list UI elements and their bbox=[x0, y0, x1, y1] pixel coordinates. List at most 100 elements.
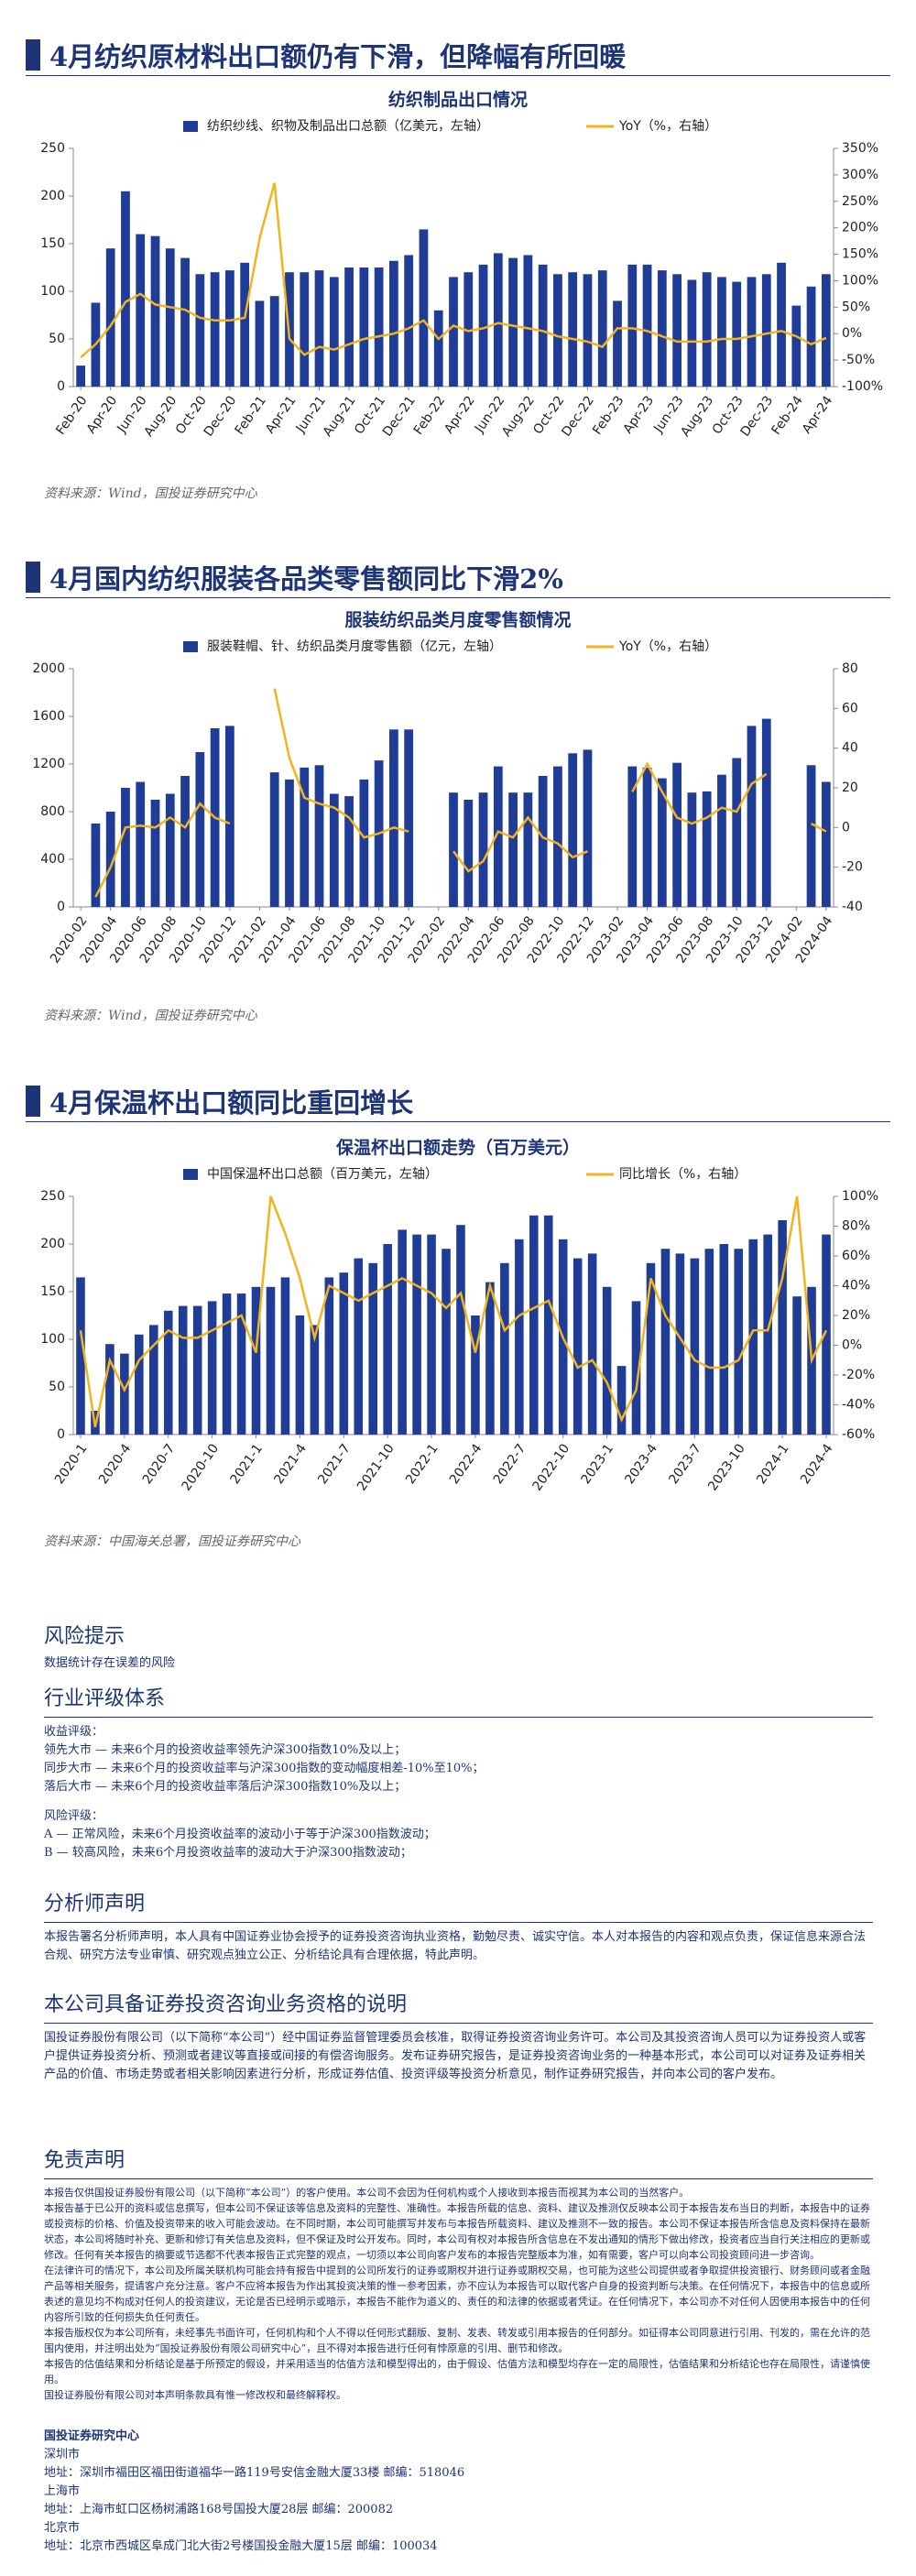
bar bbox=[732, 758, 742, 907]
bar bbox=[225, 270, 234, 387]
line bbox=[273, 688, 409, 839]
bar bbox=[295, 1315, 305, 1435]
bar bbox=[449, 792, 458, 907]
y2-tick-label: 80% bbox=[842, 1219, 870, 1234]
y2-tick-label: 300% bbox=[842, 168, 878, 182]
rating-item: B — 较高风险，未来6个月投资收益率的波动大于沪深300指数波动； bbox=[44, 1846, 412, 1860]
bar bbox=[657, 270, 667, 387]
bar bbox=[178, 1305, 188, 1435]
footer: 国投证券研究中心 深圳市 地址：深圳市福田区福田街道福华一路119号安信金融大厦… bbox=[44, 2428, 873, 2556]
y2-tick-label: 80 bbox=[842, 661, 858, 676]
legend-label: YoY（%，右轴） bbox=[618, 119, 717, 134]
y2-tick-label: 0% bbox=[842, 1338, 862, 1353]
heading-text: 4月保温杯出口额同比重回增长 bbox=[49, 1087, 414, 1119]
bar bbox=[478, 792, 488, 907]
rating-item: 落后大市 — 未来6个月的投资收益率落后沪深300指数10%及以上； bbox=[44, 1780, 407, 1794]
x-tick-label: Apr-24 bbox=[800, 393, 836, 436]
risk-text: 数据统计存在误差的风险 bbox=[44, 1656, 176, 1670]
bar bbox=[568, 753, 578, 907]
bar bbox=[163, 1310, 173, 1435]
y2-tick-label: -20 bbox=[842, 860, 863, 875]
y-tick-label: 800 bbox=[40, 804, 65, 819]
bar bbox=[791, 305, 802, 387]
y2-tick-label: 150% bbox=[842, 247, 878, 262]
bar bbox=[285, 779, 294, 907]
y2-tick-label: 40 bbox=[842, 741, 858, 756]
bar bbox=[597, 270, 607, 387]
x-tick-label: 2020-4 bbox=[96, 1441, 135, 1487]
source: 资料来源：Wind，国投证券研究中心 bbox=[44, 1009, 257, 1023]
rating-subtitle: 收益评级： bbox=[44, 1725, 104, 1739]
x-tick-label: 2021-10 bbox=[354, 1441, 398, 1493]
risk-block: 风险提示 数据统计存在误差的风险 bbox=[44, 1620, 873, 1673]
line bbox=[453, 815, 588, 873]
x-tick-label: Feb-22 bbox=[411, 393, 448, 437]
x-tick-label: 2021-1 bbox=[228, 1441, 267, 1487]
bar bbox=[210, 272, 220, 387]
bar bbox=[412, 1234, 421, 1435]
x-tick-label: Apr-22 bbox=[442, 393, 478, 436]
rating-block: 行业评级体系 收益评级： 领先大市 — 未来6个月的投资收益率领先沪深300指数… bbox=[44, 1682, 873, 1862]
y2-tick-label: -40 bbox=[842, 900, 863, 914]
bar bbox=[471, 1315, 480, 1435]
bar bbox=[642, 767, 652, 907]
bar bbox=[792, 1296, 802, 1435]
y2-tick-label: 350% bbox=[842, 141, 878, 156]
bar bbox=[687, 279, 697, 387]
bar bbox=[383, 1244, 392, 1435]
bar bbox=[485, 1282, 495, 1435]
bar bbox=[675, 1253, 685, 1435]
x-tick-label: 2022-7 bbox=[491, 1441, 529, 1487]
y-tick-label: 2000 bbox=[32, 661, 65, 676]
bar bbox=[105, 1344, 114, 1435]
bar bbox=[280, 1277, 290, 1435]
x-tick-label: 2023-10 bbox=[705, 1441, 748, 1493]
x-tick-label: 2020-1 bbox=[52, 1441, 91, 1487]
bar bbox=[538, 264, 548, 387]
y-tick-label: 250 bbox=[40, 141, 65, 156]
bar bbox=[821, 274, 831, 387]
y2-tick-label: 0 bbox=[842, 820, 850, 835]
footer-org: 国投证券研究中心 bbox=[44, 2429, 140, 2443]
bar bbox=[806, 286, 816, 387]
x-tick-label: 2022-10 bbox=[530, 1441, 573, 1493]
analyst-text: 本报告署名分析师声明，本人具有中国证券业协会授予的证券投资咨询执业资格，勤勉尽责… bbox=[44, 1922, 873, 1965]
bar bbox=[478, 264, 488, 387]
y-tick-label: 50 bbox=[49, 1380, 65, 1394]
bar bbox=[404, 255, 414, 387]
bar bbox=[672, 274, 682, 387]
x-tick-label: Feb-21 bbox=[233, 393, 269, 437]
bar bbox=[300, 767, 310, 907]
bar bbox=[493, 253, 503, 387]
bar bbox=[427, 1234, 436, 1435]
y2-tick-label: 50% bbox=[842, 300, 870, 314]
bar bbox=[195, 752, 205, 907]
x-tick-label: Apr-20 bbox=[84, 393, 121, 436]
legend-label: 纺织纱线、织物及制品出口总额（亿美元，左轴） bbox=[207, 119, 489, 134]
bar bbox=[529, 1215, 539, 1435]
bar bbox=[761, 274, 771, 387]
x-tick-label: 2021-4 bbox=[271, 1441, 310, 1487]
bar bbox=[251, 1286, 261, 1435]
y-tick-label: 1600 bbox=[32, 709, 65, 724]
bar bbox=[195, 274, 205, 387]
y2-tick-label: 250% bbox=[842, 194, 878, 209]
bar bbox=[463, 272, 474, 387]
bar bbox=[105, 248, 115, 387]
heading-text: 4月国内纺织服装各品类零售额同比下滑2% bbox=[49, 563, 563, 595]
disclaimer-paragraph: 本报告仅供国投证券股份有限公司（以下简称“本公司”）的客户使用。本公司不会因为任… bbox=[44, 2187, 690, 2199]
y2-tick-label: 40% bbox=[842, 1279, 870, 1293]
line bbox=[811, 822, 827, 833]
bar bbox=[822, 1234, 831, 1435]
bar bbox=[702, 791, 712, 907]
bar bbox=[398, 1229, 407, 1435]
x-tick-label: 2022-4 bbox=[447, 1441, 485, 1487]
x-tick-label: 2023-7 bbox=[666, 1441, 704, 1487]
bar bbox=[704, 1249, 714, 1435]
bar bbox=[359, 779, 369, 907]
bar bbox=[515, 1239, 524, 1435]
y-tick-label: 200 bbox=[40, 1237, 65, 1251]
bar bbox=[236, 1293, 246, 1435]
heading-text: 4月纺织原材料出口额仍有下滑，但降幅有所回暖 bbox=[49, 41, 627, 72]
